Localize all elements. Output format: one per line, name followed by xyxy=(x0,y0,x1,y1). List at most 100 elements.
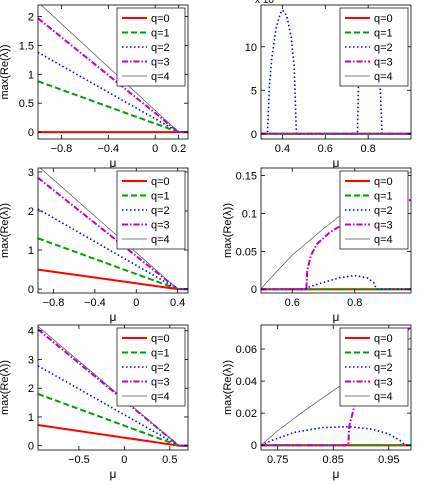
chart-panel-1: −0.8 −0.4 0 0.200.511.52μmax(Re(λ))q=0q=1q=… xyxy=(0,4,189,170)
x-tick-label: 0 xyxy=(121,454,127,466)
legend-label: q=0 xyxy=(374,333,393,345)
legend-label: q=4 xyxy=(151,234,170,246)
legend: q=0 q=1 q=2 q=3 q=4 xyxy=(339,327,409,407)
x-axis-label: μ xyxy=(110,467,117,481)
legend-label: q=4 xyxy=(374,234,393,246)
legend-label: q=2 xyxy=(151,205,170,217)
legend-label: q=3 xyxy=(374,57,393,69)
axes-frame xyxy=(37,167,189,294)
y-tick-label: 0 xyxy=(28,441,34,453)
y-tick-label: 5 xyxy=(251,85,257,97)
legend-label: q=1 xyxy=(151,348,170,360)
y-tick-label: 0.05 xyxy=(236,246,257,258)
y-tick-label: 0.02 xyxy=(236,408,257,420)
x-tick-label: −0.8 xyxy=(43,297,65,309)
legend: q=0 q=1 q=2 q=3 q=4 xyxy=(116,7,186,87)
y-tick-label: 1 xyxy=(28,245,34,257)
axes-frame xyxy=(260,324,412,451)
y-tick-label: 1 xyxy=(28,412,34,424)
x-tick-label: 0.95 xyxy=(378,454,399,466)
legend-label: q=3 xyxy=(374,377,393,389)
x-tick-label: 0.5 xyxy=(162,454,177,466)
legend-label: q=2 xyxy=(151,362,170,374)
y-tick-label: 4 xyxy=(28,326,34,338)
x-tick-label: 0 xyxy=(152,143,158,155)
y-tick-label: 1 xyxy=(28,69,34,81)
x-tick-label: −0.4 xyxy=(84,297,106,309)
legend-label: q=0 xyxy=(374,13,393,25)
legend-label: q=4 xyxy=(374,391,393,403)
legend-label: q=0 xyxy=(374,176,393,188)
x-tick-label: −0.8 xyxy=(51,143,73,155)
y-tick-label: 2 xyxy=(28,12,34,24)
legend-label: q=1 xyxy=(151,28,170,40)
x-axis-label: μ xyxy=(333,156,340,170)
y-tick-label: 2 xyxy=(28,383,34,395)
chart-panel-2: 0.4 0.6 0.8 0 5 10 μ x 10−3 q=0 q=1 q=2 q=3 q=4 xyxy=(245,0,412,170)
legend-label: q=3 xyxy=(151,57,170,69)
chart-panel-5: −0.5 0 0.5 0 1 2 3 4 μ max(Re(λ)) q=0 q=1 q=2 q=3 q=4 xyxy=(0,324,189,481)
legend-label: q=2 xyxy=(374,205,393,217)
y-axis-label: max(Re(λ)) xyxy=(222,360,234,415)
legend-label: q=4 xyxy=(151,391,170,403)
x-tick-label: 0.8 xyxy=(347,297,362,309)
x-tick-label: 0.2 xyxy=(171,143,186,155)
legend-label: q=4 xyxy=(151,71,170,83)
legend-label: q=2 xyxy=(151,42,170,54)
x-axis-label: μ xyxy=(333,467,340,481)
x-tick-label: 0.4 xyxy=(170,297,185,309)
axes-frame xyxy=(260,167,412,294)
y-tick-label: 0 xyxy=(28,127,34,139)
axes-frame xyxy=(37,4,189,140)
y-tick-label: 0 xyxy=(28,284,34,296)
legend: q=0 q=1 q=2 q=3 q=4 xyxy=(339,170,409,250)
legend-label: q=0 xyxy=(151,176,170,188)
legend-label: q=2 xyxy=(374,42,393,54)
scale-factor-label: x 10−3 xyxy=(255,0,284,6)
legend: q=0 q=1 q=2 q=3 q=4 xyxy=(116,327,186,407)
legend-label: q=1 xyxy=(151,191,170,203)
legend: q=0 q=1 q=2 q=3 q=4 xyxy=(339,7,409,87)
x-tick-label: 0.8 xyxy=(360,143,375,155)
legend-label: q=1 xyxy=(374,348,393,360)
legend-label: q=3 xyxy=(151,377,170,389)
y-tick-label: 0.15 xyxy=(236,171,257,183)
y-tick-label: 0.04 xyxy=(236,376,257,388)
x-tick-label: 0.75 xyxy=(267,454,288,466)
chart-panel-4: 0.6 0.800.050.10.15μmax(Re(λ))q=0q=1q=2q=… xyxy=(222,167,412,324)
y-axis-label: max(Re(λ)) xyxy=(0,45,11,100)
legend-label: q=3 xyxy=(374,220,393,232)
y-tick-label: 0.5 xyxy=(19,98,34,110)
legend-label: q=3 xyxy=(151,220,170,232)
y-tick-label: 3 xyxy=(28,167,34,179)
legend-label: q=0 xyxy=(151,333,170,345)
legend: q=0 q=1 q=2 q=3 q=4 xyxy=(116,170,186,250)
x-axis-label: μ xyxy=(110,310,117,324)
y-axis-label: max(Re(λ)) xyxy=(0,360,11,415)
chart-panel-3: −0.8 −0.4 0 0.40123μmax(Re(λ))q=0q=1q=2q=3q… xyxy=(0,167,189,324)
chart-panel-6: 0.75 0.85 0.9500.020.040.06μmax(Re(λ))q=0q… xyxy=(222,324,412,481)
y-tick-label: 2 xyxy=(28,206,34,218)
x-tick-label: −0.4 xyxy=(97,143,119,155)
legend-label: q=1 xyxy=(374,28,393,40)
axes-frame xyxy=(37,324,189,451)
x-tick-label: −0.5 xyxy=(68,454,90,466)
y-tick-label: 0 xyxy=(251,284,257,296)
x-axis-label: μ xyxy=(333,310,340,324)
legend-label: q=4 xyxy=(374,71,393,83)
x-tick-label: 0.85 xyxy=(323,454,344,466)
y-tick-label: 1.5 xyxy=(19,40,34,52)
legend-label: q=0 xyxy=(151,13,170,25)
y-axis-label: max(Re(λ)) xyxy=(0,203,11,258)
y-tick-label: 0.1 xyxy=(242,208,257,220)
y-tick-label: 0 xyxy=(251,129,257,141)
y-tick-label: 10 xyxy=(245,42,257,54)
y-axis-label: max(Re(λ)) xyxy=(222,203,234,258)
x-tick-label: 0.4 xyxy=(275,143,290,155)
axes-frame xyxy=(260,4,412,140)
x-axis-label: μ xyxy=(110,156,117,170)
legend-label: q=2 xyxy=(374,362,393,374)
x-tick-label: 0.6 xyxy=(318,143,333,155)
x-tick-label: 0.6 xyxy=(285,297,300,309)
